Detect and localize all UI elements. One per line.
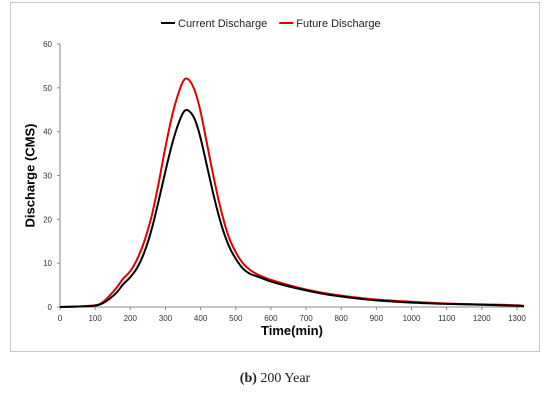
chart-axes (59, 44, 524, 308)
series-line-current-discharge (59, 108, 525, 308)
y-tick-label: 40 (43, 128, 52, 137)
x-tick-label: 400 (194, 314, 208, 323)
y-tick-label: 0 (48, 303, 53, 312)
caption-text: 200 Year (256, 371, 311, 386)
x-tick-label: 1000 (403, 314, 421, 323)
y-tick-label: 30 (43, 172, 52, 181)
x-tick-label: 500 (229, 314, 243, 323)
y-tick-label: 10 (43, 259, 52, 268)
discharge-chart: 0 100 200 300 400 500 600 700 800 900 1000 1100 1200… (22, 18, 526, 338)
figure-caption: (b) 200 Year (0, 371, 550, 387)
x-tick-label: 700 (299, 314, 313, 323)
x-tick-label: 1200 (473, 314, 491, 323)
caption-label: (b) (239, 371, 257, 386)
x-tick-label: 600 (264, 314, 278, 323)
x-tick-label: 200 (124, 314, 138, 323)
x-tick-label: 1300 (508, 314, 526, 323)
y-tick-label: 60 (43, 40, 52, 49)
x-tick-label: 300 (159, 314, 173, 323)
x-tick-label: 900 (370, 314, 384, 323)
legend-label: Future Discharge (296, 18, 380, 30)
legend: Current Discharge Future Discharge (161, 18, 381, 30)
x-tick-label: 0 (58, 314, 63, 323)
chart-frame: 0 100 200 300 400 500 600 700 800 900 1000 1100 1200… (10, 2, 540, 352)
x-tick-label: 1100 (438, 314, 456, 323)
y-tick-label: 20 (43, 215, 52, 224)
legend-label: Current Discharge (178, 18, 267, 30)
series-lines (59, 77, 525, 308)
x-axis-title: Time(min) (261, 323, 323, 338)
y-axis-title: Discharge (CMS) (22, 123, 37, 227)
series-line-future-discharge (59, 77, 525, 308)
y-axis-ticks: 0 10 20 30 40 50 60 (43, 40, 60, 312)
x-tick-label: 800 (335, 314, 349, 323)
x-tick-label: 100 (88, 314, 102, 323)
y-tick-label: 50 (43, 84, 52, 93)
x-axis-ticks: 0 100 200 300 400 500 600 700 800 900 1000 1100 1200… (58, 307, 526, 323)
